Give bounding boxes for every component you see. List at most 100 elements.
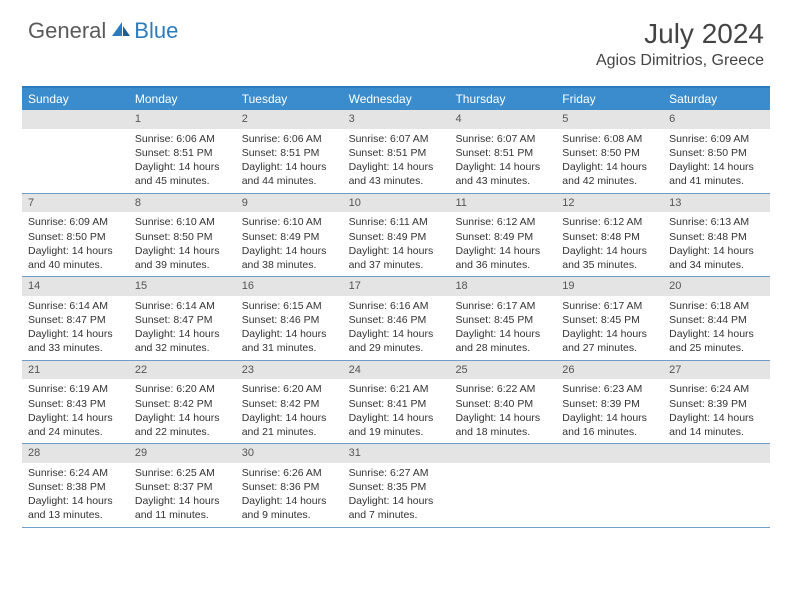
dow-wednesday: Wednesday [343, 88, 450, 110]
dow-monday: Monday [129, 88, 236, 110]
daylight-line: Daylight: 14 hours and 44 minutes. [242, 160, 337, 188]
day-number: 18 [449, 277, 556, 296]
daylight-line: Daylight: 14 hours and 25 minutes. [669, 327, 764, 355]
day-19: 19Sunrise: 6:17 AMSunset: 8:45 PMDayligh… [556, 277, 663, 360]
day-body [449, 463, 556, 523]
dow-saturday: Saturday [663, 88, 770, 110]
daylight-line: Daylight: 14 hours and 34 minutes. [669, 244, 764, 272]
day-number: 30 [236, 444, 343, 463]
day-11: 11Sunrise: 6:12 AMSunset: 8:49 PMDayligh… [449, 194, 556, 277]
sunrise-line: Sunrise: 6:07 AM [455, 132, 550, 146]
sunrise-line: Sunrise: 6:13 AM [669, 215, 764, 229]
logo-text-blue: Blue [134, 18, 178, 44]
day-body: Sunrise: 6:07 AMSunset: 8:51 PMDaylight:… [449, 129, 556, 193]
sunrise-line: Sunrise: 6:09 AM [28, 215, 123, 229]
day-26: 26Sunrise: 6:23 AMSunset: 8:39 PMDayligh… [556, 361, 663, 444]
week-row: 7Sunrise: 6:09 AMSunset: 8:50 PMDaylight… [22, 194, 770, 278]
sunrise-line: Sunrise: 6:12 AM [455, 215, 550, 229]
day-body: Sunrise: 6:15 AMSunset: 8:46 PMDaylight:… [236, 296, 343, 360]
sunset-line: Sunset: 8:37 PM [135, 480, 230, 494]
daylight-line: Daylight: 14 hours and 37 minutes. [349, 244, 444, 272]
day-of-week-row: SundayMondayTuesdayWednesdayThursdayFrid… [22, 88, 770, 110]
sunset-line: Sunset: 8:50 PM [135, 230, 230, 244]
month-title: July 2024 [596, 18, 764, 50]
sunrise-line: Sunrise: 6:17 AM [562, 299, 657, 313]
day-2: 2Sunrise: 6:06 AMSunset: 8:51 PMDaylight… [236, 110, 343, 193]
location: Agios Dimitrios, Greece [596, 52, 764, 70]
sunset-line: Sunset: 8:50 PM [562, 146, 657, 160]
sunrise-line: Sunrise: 6:22 AM [455, 382, 550, 396]
day-number: 31 [343, 444, 450, 463]
day-number: 5 [556, 110, 663, 129]
day-body: Sunrise: 6:06 AMSunset: 8:51 PMDaylight:… [236, 129, 343, 193]
day-body: Sunrise: 6:17 AMSunset: 8:45 PMDaylight:… [556, 296, 663, 360]
dow-thursday: Thursday [449, 88, 556, 110]
sunrise-line: Sunrise: 6:17 AM [455, 299, 550, 313]
sunrise-line: Sunrise: 6:09 AM [669, 132, 764, 146]
sunrise-line: Sunrise: 6:24 AM [28, 466, 123, 480]
day-13: 13Sunrise: 6:13 AMSunset: 8:48 PMDayligh… [663, 194, 770, 277]
sunset-line: Sunset: 8:48 PM [669, 230, 764, 244]
day-body: Sunrise: 6:13 AMSunset: 8:48 PMDaylight:… [663, 212, 770, 276]
day-4: 4Sunrise: 6:07 AMSunset: 8:51 PMDaylight… [449, 110, 556, 193]
day-body: Sunrise: 6:21 AMSunset: 8:41 PMDaylight:… [343, 379, 450, 443]
sunrise-line: Sunrise: 6:11 AM [349, 215, 444, 229]
day-number: 4 [449, 110, 556, 129]
daylight-line: Daylight: 14 hours and 35 minutes. [562, 244, 657, 272]
day-31: 31Sunrise: 6:27 AMSunset: 8:35 PMDayligh… [343, 444, 450, 527]
sunset-line: Sunset: 8:49 PM [349, 230, 444, 244]
day-number: 27 [663, 361, 770, 380]
sunset-line: Sunset: 8:38 PM [28, 480, 123, 494]
day-body: Sunrise: 6:20 AMSunset: 8:42 PMDaylight:… [236, 379, 343, 443]
day-30: 30Sunrise: 6:26 AMSunset: 8:36 PMDayligh… [236, 444, 343, 527]
day-body: Sunrise: 6:24 AMSunset: 8:38 PMDaylight:… [22, 463, 129, 527]
day-24: 24Sunrise: 6:21 AMSunset: 8:41 PMDayligh… [343, 361, 450, 444]
day-12: 12Sunrise: 6:12 AMSunset: 8:48 PMDayligh… [556, 194, 663, 277]
day-number: 21 [22, 361, 129, 380]
daylight-line: Daylight: 14 hours and 45 minutes. [135, 160, 230, 188]
sunrise-line: Sunrise: 6:06 AM [242, 132, 337, 146]
logo-sail-icon [110, 20, 132, 43]
dow-sunday: Sunday [22, 88, 129, 110]
day-body: Sunrise: 6:09 AMSunset: 8:50 PMDaylight:… [663, 129, 770, 193]
daylight-line: Daylight: 14 hours and 39 minutes. [135, 244, 230, 272]
day-15: 15Sunrise: 6:14 AMSunset: 8:47 PMDayligh… [129, 277, 236, 360]
daylight-line: Daylight: 14 hours and 24 minutes. [28, 411, 123, 439]
daylight-line: Daylight: 14 hours and 27 minutes. [562, 327, 657, 355]
daylight-line: Daylight: 14 hours and 40 minutes. [28, 244, 123, 272]
sunset-line: Sunset: 8:51 PM [455, 146, 550, 160]
day-number: 17 [343, 277, 450, 296]
day-body: Sunrise: 6:26 AMSunset: 8:36 PMDaylight:… [236, 463, 343, 527]
day-7: 7Sunrise: 6:09 AMSunset: 8:50 PMDaylight… [22, 194, 129, 277]
day-body: Sunrise: 6:12 AMSunset: 8:49 PMDaylight:… [449, 212, 556, 276]
daylight-line: Daylight: 14 hours and 33 minutes. [28, 327, 123, 355]
day-body: Sunrise: 6:19 AMSunset: 8:43 PMDaylight:… [22, 379, 129, 443]
sunset-line: Sunset: 8:51 PM [135, 146, 230, 160]
sunset-line: Sunset: 8:45 PM [562, 313, 657, 327]
sunrise-line: Sunrise: 6:26 AM [242, 466, 337, 480]
sunrise-line: Sunrise: 6:20 AM [242, 382, 337, 396]
day-number: 2 [236, 110, 343, 129]
day-body: Sunrise: 6:11 AMSunset: 8:49 PMDaylight:… [343, 212, 450, 276]
daylight-line: Daylight: 14 hours and 31 minutes. [242, 327, 337, 355]
day-6: 6Sunrise: 6:09 AMSunset: 8:50 PMDaylight… [663, 110, 770, 193]
sunset-line: Sunset: 8:39 PM [669, 397, 764, 411]
day-number: 1 [129, 110, 236, 129]
day-16: 16Sunrise: 6:15 AMSunset: 8:46 PMDayligh… [236, 277, 343, 360]
sunrise-line: Sunrise: 6:12 AM [562, 215, 657, 229]
day-5: 5Sunrise: 6:08 AMSunset: 8:50 PMDaylight… [556, 110, 663, 193]
empty-cell [449, 444, 556, 527]
day-number: 28 [22, 444, 129, 463]
sunset-line: Sunset: 8:35 PM [349, 480, 444, 494]
sunset-line: Sunset: 8:49 PM [242, 230, 337, 244]
sunrise-line: Sunrise: 6:07 AM [349, 132, 444, 146]
sunset-line: Sunset: 8:51 PM [242, 146, 337, 160]
header: General Blue July 2024 Agios Dimitrios, … [0, 0, 792, 78]
day-21: 21Sunrise: 6:19 AMSunset: 8:43 PMDayligh… [22, 361, 129, 444]
sunset-line: Sunset: 8:47 PM [28, 313, 123, 327]
day-number: 19 [556, 277, 663, 296]
sunrise-line: Sunrise: 6:21 AM [349, 382, 444, 396]
sunrise-line: Sunrise: 6:14 AM [28, 299, 123, 313]
day-number: 25 [449, 361, 556, 380]
day-number: 8 [129, 194, 236, 213]
